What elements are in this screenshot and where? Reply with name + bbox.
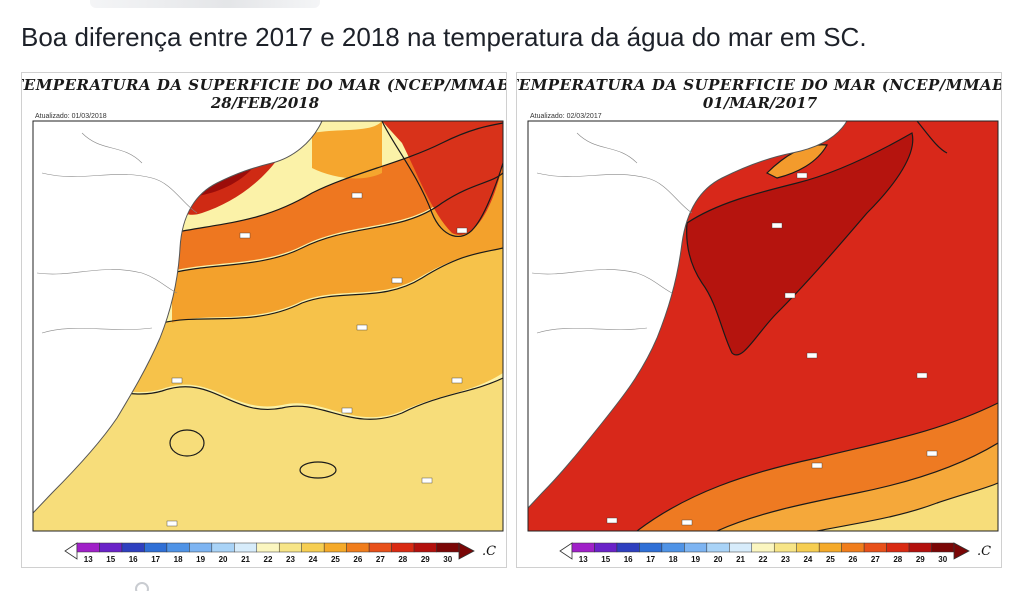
colorbar-cell xyxy=(661,542,685,553)
map-date: 01/MAR/2017 xyxy=(703,94,818,112)
colorbar-label: 29 xyxy=(421,555,430,564)
sst-map-2018-graphic: TEMPERATURA DA SUPERFICIE DO MAR (NCEP/M… xyxy=(22,76,507,564)
sst-map-2017[interactable]: TEMPERATURA DA SUPERFICIE DO MAR (NCEP/M… xyxy=(516,72,1002,568)
colorbar-label: 28 xyxy=(398,555,407,564)
colorbar-label: 24 xyxy=(308,555,317,564)
colorbar-label: 23 xyxy=(286,555,295,564)
borders xyxy=(531,132,693,334)
colorbar-label: 18 xyxy=(174,555,183,564)
colorbar-label: 18 xyxy=(669,555,678,564)
colorbar-label: 15 xyxy=(601,555,610,564)
colorbar-label: 21 xyxy=(736,555,745,564)
borders xyxy=(36,132,198,334)
colorbar: 13 15 16 17 18 19 20 21 22 23 24 25 26 27 28 29 30 .C xyxy=(559,542,991,564)
colorbar-label: 21 xyxy=(241,555,250,564)
colorbar-cell xyxy=(706,542,730,553)
colorbar-label: 17 xyxy=(151,555,160,564)
sst-map-2017-graphic: TEMPERATURA DA SUPERFICIE DO MAR (NCEP/M… xyxy=(517,76,1002,564)
colorbar-cell xyxy=(751,542,775,553)
colorbar-cell xyxy=(189,542,213,553)
map-date: 28/FEB/2018 xyxy=(210,94,320,112)
colorbar-label: 22 xyxy=(759,555,768,564)
reaction-icon[interactable] xyxy=(135,582,149,591)
colorbar-label: 19 xyxy=(196,555,205,564)
colorbar-cell xyxy=(729,542,753,553)
colorbar: 13 15 16 17 18 19 20 21 22 23 24 25 26 27 28 29 30 .C xyxy=(64,542,496,564)
previous-post-fade xyxy=(90,0,320,8)
colorbar-label: 29 xyxy=(916,555,925,564)
colorbar-label: 17 xyxy=(646,555,655,564)
colorbar-cell xyxy=(436,542,460,553)
colorbar-cell xyxy=(908,542,932,553)
colorbar-label: 16 xyxy=(129,555,138,564)
colorbar-cell xyxy=(413,542,437,553)
photo-gallery[interactable]: TEMPERATURA DA SUPERFICIE DO MAR (NCEP/M… xyxy=(21,72,1007,568)
colorbar-cell xyxy=(144,542,168,553)
colorbar-label: 28 xyxy=(893,555,902,564)
colorbar-cell xyxy=(99,542,123,553)
colorbar-label: 30 xyxy=(443,555,452,564)
colorbar-cell xyxy=(121,542,145,553)
sst-map-2018[interactable]: TEMPERATURA DA SUPERFICIE DO MAR (NCEP/M… xyxy=(21,72,507,568)
colorbar-label: 24 xyxy=(803,555,812,564)
colorbar-label: 13 xyxy=(84,555,93,564)
colorbar-label: 19 xyxy=(691,555,700,564)
colorbar-cell xyxy=(323,542,347,553)
colorbar-label: 26 xyxy=(353,555,362,564)
updated-note: Atualizado: 02/03/2017 xyxy=(530,113,602,120)
isotherms xyxy=(636,121,998,531)
map-title: TEMPERATURA DA SUPERFICIE DO MAR (NCEP/M… xyxy=(517,76,1002,94)
colorbar-label: 16 xyxy=(624,555,633,564)
post-caption: Boa diferença entre 2017 e 2018 na tempe… xyxy=(21,22,867,52)
colorbar-cell xyxy=(278,542,302,553)
colorbar-cell xyxy=(796,542,820,553)
colorbar-cell xyxy=(571,542,595,553)
colorbar-cell xyxy=(166,542,190,553)
colorbar-cell xyxy=(863,542,887,553)
colorbar-label: 30 xyxy=(938,555,947,564)
colorbar-unit: .C xyxy=(977,544,991,559)
colorbar-cell xyxy=(346,542,370,553)
colorbar-label: 25 xyxy=(826,555,835,564)
colorbar-cell xyxy=(931,542,955,553)
colorbar-label: 15 xyxy=(106,555,115,564)
colorbar-cell xyxy=(773,542,797,553)
colorbar-cell xyxy=(616,542,640,553)
colorbar-cell xyxy=(368,542,392,553)
colorbar-cell xyxy=(301,542,325,553)
colorbar-cell xyxy=(684,542,708,553)
map-title: TEMPERATURA DA SUPERFICIE DO MAR (NCEP/M… xyxy=(22,76,507,94)
colorbar-cell xyxy=(391,542,415,553)
colorbar-cell xyxy=(818,542,842,553)
colorbar-cell xyxy=(841,542,865,553)
sst-field xyxy=(528,121,998,531)
colorbar-cell xyxy=(76,542,100,553)
colorbar-cell xyxy=(639,542,663,553)
colorbar-cell xyxy=(886,542,910,553)
colorbar-cell xyxy=(211,542,235,553)
colorbar-label: 20 xyxy=(219,555,228,564)
colorbar-label: 20 xyxy=(714,555,723,564)
colorbar-label: 22 xyxy=(264,555,273,564)
updated-note: Atualizado: 01/03/2018 xyxy=(35,113,107,120)
colorbar-cell xyxy=(256,542,280,553)
colorbar-label: 13 xyxy=(579,555,588,564)
colorbar-unit: .C xyxy=(482,544,496,559)
colorbar-cell xyxy=(594,542,618,553)
colorbar-label: 25 xyxy=(331,555,340,564)
colorbar-cell xyxy=(234,542,258,553)
colorbar-label: 27 xyxy=(376,555,385,564)
colorbar-label: 26 xyxy=(848,555,857,564)
colorbar-label: 23 xyxy=(781,555,790,564)
sst-field xyxy=(33,121,503,531)
colorbar-label: 27 xyxy=(871,555,880,564)
